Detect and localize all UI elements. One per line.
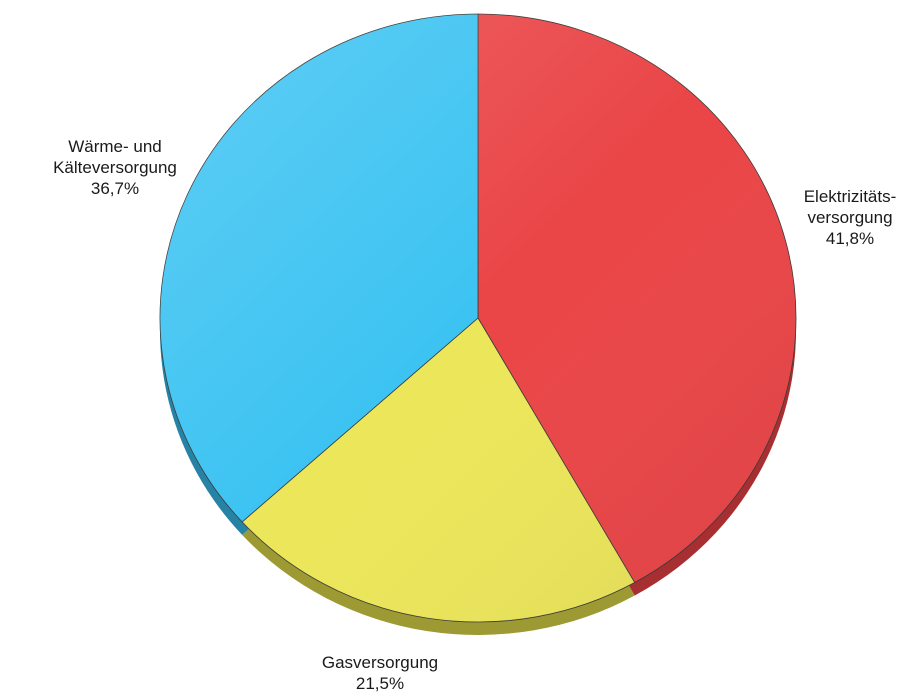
pie-gloss-overlay: [160, 14, 796, 622]
slice-value-label: 41,8%: [825, 229, 875, 248]
slice-label-elektrizitaetsversorgung: Elektrizitäts- versorgung 41,8%: [790, 186, 910, 249]
slice-label-line: Kälteversorgung: [53, 158, 177, 177]
pie-gloss: [160, 14, 796, 622]
slice-label-waerme-kaelteversorgung: Wärme- und Kälteversorgung 36,7%: [0, 136, 230, 199]
slice-label-gasversorgung: Gasversorgung 21,5%: [300, 652, 460, 694]
slice-label-line: Gasversorgung: [321, 653, 439, 672]
slice-value-label: 21,5%: [355, 674, 405, 693]
slice-label-line: Wärme- und: [68, 137, 162, 156]
slice-label-line: Elektrizitäts-: [803, 187, 897, 206]
slice-label-line: versorgung: [807, 208, 893, 227]
slice-value-label: 36,7%: [90, 179, 140, 198]
